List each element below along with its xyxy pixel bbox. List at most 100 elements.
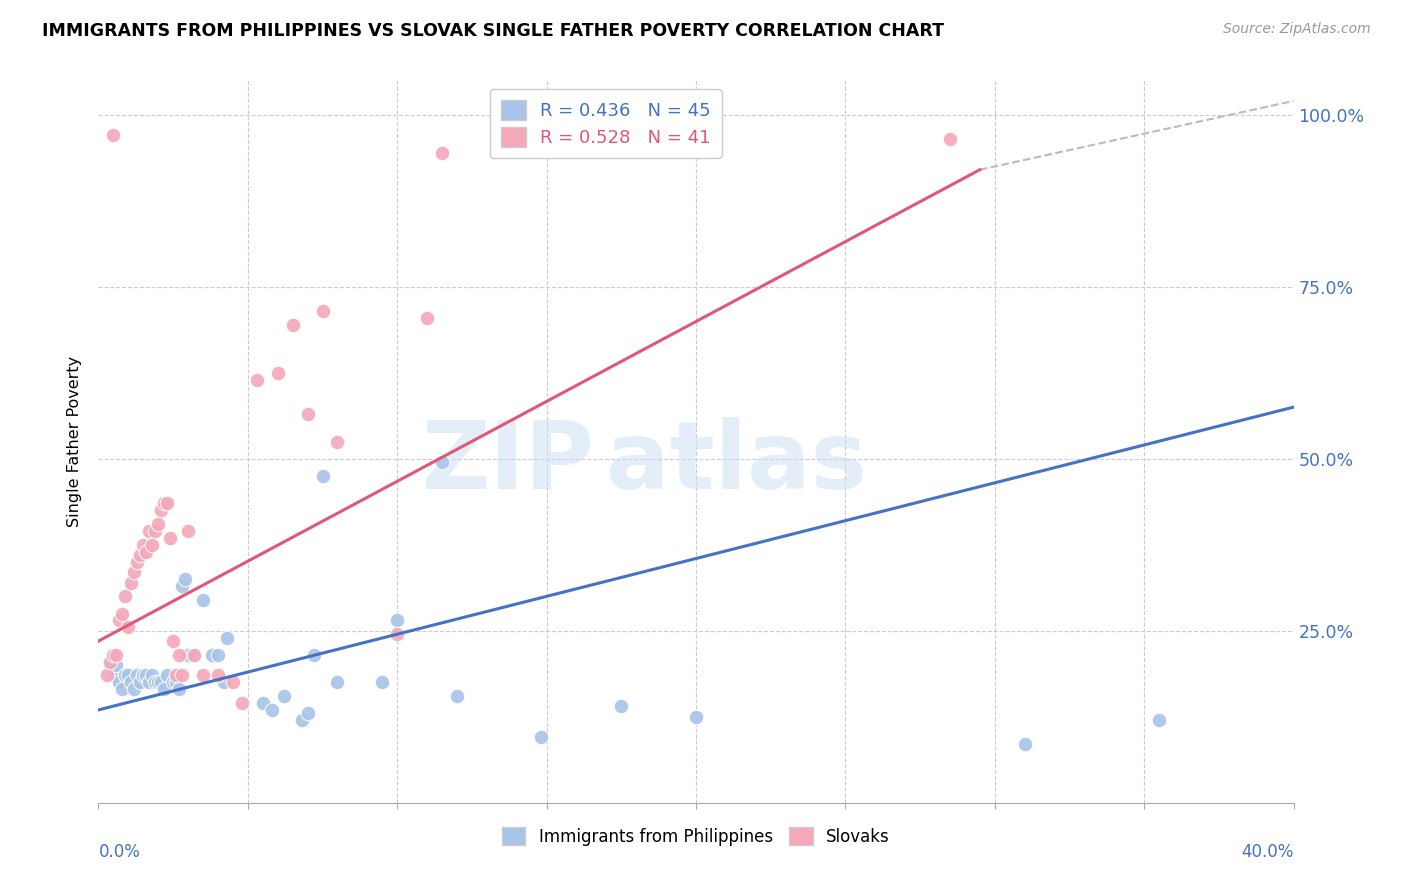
Point bbox=[135, 544, 157, 558]
Point bbox=[177, 648, 200, 662]
Point bbox=[939, 132, 962, 146]
Point bbox=[135, 668, 157, 682]
Point bbox=[124, 566, 146, 580]
Point bbox=[117, 668, 139, 682]
Point bbox=[311, 303, 333, 318]
Point bbox=[201, 648, 224, 662]
Point bbox=[111, 682, 134, 697]
Text: 40.0%: 40.0% bbox=[1241, 843, 1294, 861]
Point bbox=[111, 607, 134, 621]
Point bbox=[430, 455, 453, 469]
Point bbox=[153, 496, 176, 510]
Point bbox=[191, 592, 214, 607]
Point bbox=[143, 675, 166, 690]
Point bbox=[311, 469, 333, 483]
Point bbox=[371, 675, 394, 690]
Point bbox=[159, 531, 181, 545]
Point bbox=[141, 668, 163, 682]
Point bbox=[96, 668, 118, 682]
Legend: Immigrants from Philippines, Slovaks: Immigrants from Philippines, Slovaks bbox=[495, 821, 897, 852]
Point bbox=[105, 648, 128, 662]
Point bbox=[326, 434, 349, 449]
Text: 0.0%: 0.0% bbox=[98, 843, 141, 861]
Point bbox=[148, 675, 170, 690]
Point bbox=[281, 318, 304, 332]
Y-axis label: Single Father Poverty: Single Father Poverty bbox=[67, 356, 83, 527]
Point bbox=[610, 699, 633, 714]
Point bbox=[98, 658, 122, 673]
Point bbox=[114, 590, 136, 604]
Point bbox=[207, 648, 229, 662]
Point bbox=[124, 682, 146, 697]
Point bbox=[273, 689, 295, 703]
Point bbox=[172, 579, 194, 593]
Point bbox=[1147, 713, 1170, 727]
Point bbox=[138, 524, 160, 538]
Point bbox=[132, 538, 155, 552]
Point bbox=[129, 675, 152, 690]
Text: ZIP: ZIP bbox=[422, 417, 595, 509]
Point bbox=[297, 706, 319, 721]
Point bbox=[108, 614, 131, 628]
Point bbox=[141, 538, 163, 552]
Point bbox=[162, 675, 184, 690]
Point bbox=[108, 675, 131, 690]
Point bbox=[105, 668, 128, 682]
Point bbox=[150, 503, 173, 517]
Point bbox=[167, 682, 190, 697]
Point bbox=[291, 713, 314, 727]
Point bbox=[302, 648, 325, 662]
Point bbox=[156, 668, 179, 682]
Point bbox=[246, 373, 269, 387]
Point bbox=[129, 548, 152, 562]
Text: atlas: atlas bbox=[606, 417, 868, 509]
Point bbox=[167, 648, 190, 662]
Point bbox=[446, 689, 468, 703]
Point bbox=[148, 517, 170, 532]
Point bbox=[103, 128, 125, 143]
Point bbox=[103, 668, 125, 682]
Point bbox=[105, 658, 128, 673]
Point bbox=[174, 572, 197, 586]
Point bbox=[385, 614, 409, 628]
Point bbox=[215, 631, 238, 645]
Point bbox=[172, 668, 194, 682]
Point bbox=[183, 648, 205, 662]
Point bbox=[530, 731, 553, 745]
Point bbox=[326, 675, 349, 690]
Point bbox=[150, 675, 173, 690]
Point bbox=[98, 655, 122, 669]
Point bbox=[222, 675, 245, 690]
Point bbox=[685, 710, 707, 724]
Point bbox=[138, 675, 160, 690]
Text: IMMIGRANTS FROM PHILIPPINES VS SLOVAK SINGLE FATHER POVERTY CORRELATION CHART: IMMIGRANTS FROM PHILIPPINES VS SLOVAK SI… bbox=[42, 22, 945, 40]
Point bbox=[416, 310, 439, 325]
Point bbox=[260, 703, 283, 717]
Point bbox=[191, 668, 214, 682]
Point bbox=[385, 627, 409, 641]
Point bbox=[1014, 737, 1036, 751]
Point bbox=[430, 145, 453, 160]
Point bbox=[132, 668, 155, 682]
Text: Source: ZipAtlas.com: Source: ZipAtlas.com bbox=[1223, 22, 1371, 37]
Point bbox=[153, 682, 176, 697]
Point bbox=[127, 555, 149, 569]
Point bbox=[117, 620, 139, 634]
Point bbox=[165, 675, 187, 690]
Point bbox=[231, 696, 253, 710]
Point bbox=[212, 675, 235, 690]
Point bbox=[177, 524, 200, 538]
Point bbox=[165, 668, 187, 682]
Point bbox=[127, 668, 149, 682]
Point bbox=[183, 648, 205, 662]
Point bbox=[252, 696, 274, 710]
Point bbox=[162, 634, 184, 648]
Point bbox=[297, 407, 319, 421]
Point bbox=[207, 668, 229, 682]
Point bbox=[114, 668, 136, 682]
Point bbox=[267, 366, 290, 380]
Point bbox=[120, 675, 142, 690]
Point bbox=[156, 496, 179, 510]
Point bbox=[103, 648, 125, 662]
Point bbox=[143, 524, 166, 538]
